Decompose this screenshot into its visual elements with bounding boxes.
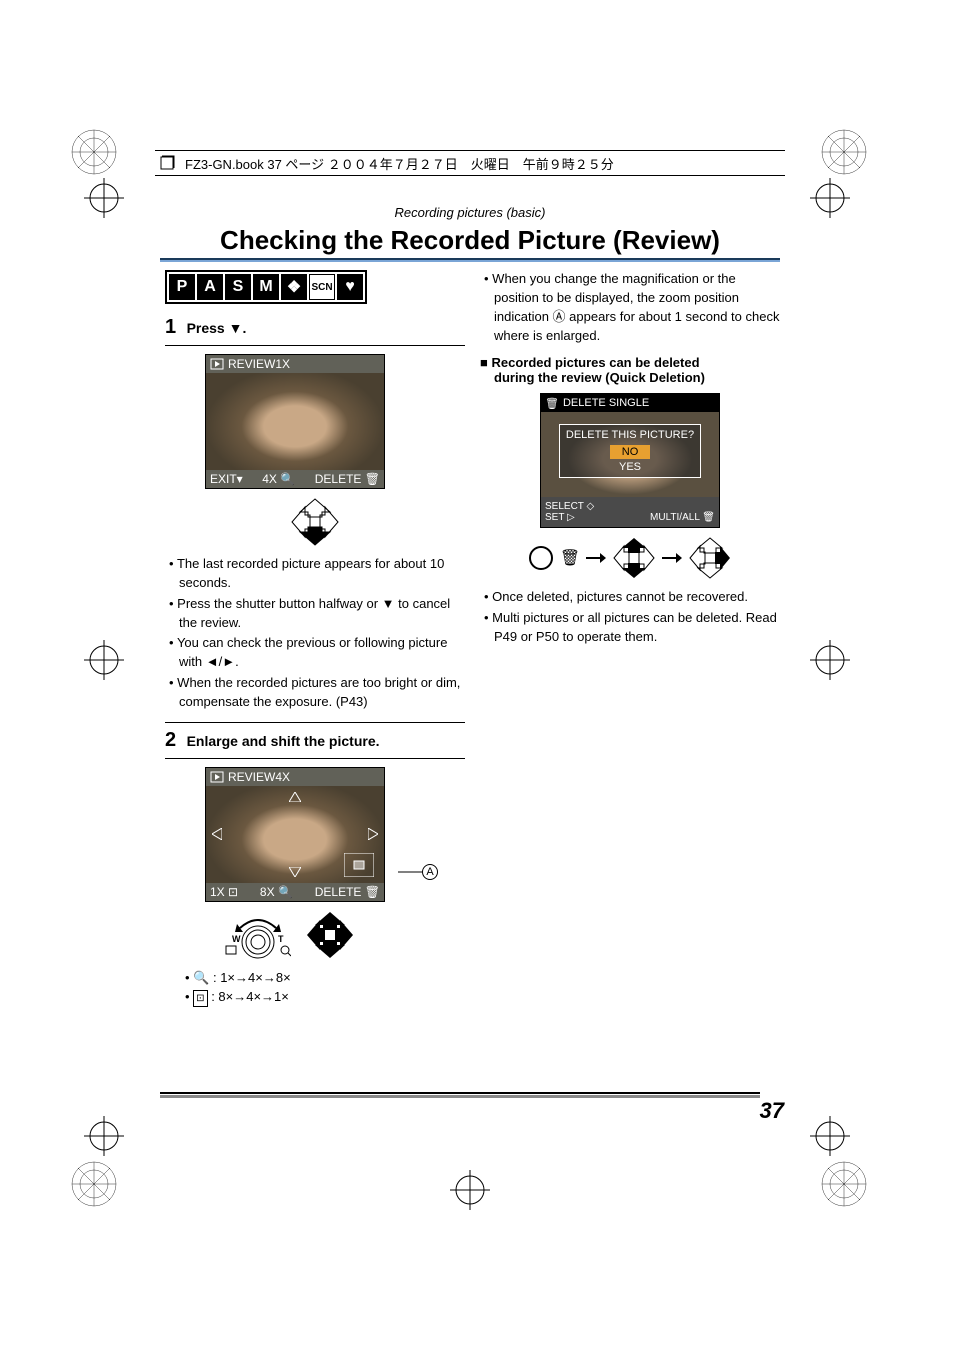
delete-dialog: DELETE THIS PICTURE? NO YES (559, 424, 701, 478)
select-label: SELECT (545, 501, 584, 512)
multi-label: MULTI/ALL (650, 512, 699, 523)
mode-p-icon: P (169, 274, 195, 300)
book-icon (159, 154, 177, 172)
no-option: NO (610, 445, 651, 459)
cropmark-icon (84, 178, 124, 218)
exit-label: EXIT (210, 472, 237, 486)
cropmark-icon (810, 178, 850, 218)
cropmark-icon (450, 1170, 490, 1210)
right-after-bullets: Once deleted, pictures cannot be recover… (480, 588, 780, 647)
step-2-heading: 2 Enlarge and shift the picture. (165, 729, 465, 752)
step-2-number: 2 (165, 729, 176, 751)
arrow-right-icon (662, 551, 682, 565)
review-label: REVIEW4X (228, 770, 290, 784)
section-label: Recording pictures (basic) (160, 205, 780, 220)
label-a-callout: A (398, 864, 438, 880)
cropmark-icon (810, 640, 850, 680)
mode-scn-icon: SCN (309, 274, 335, 300)
delete-single-label: DELETE SINGLE (563, 397, 649, 409)
delete-label: DELETE (315, 885, 362, 899)
delete-question: DELETE THIS PICTURE? (560, 429, 700, 441)
bullet-item: Multi pictures or all pictures can be de… (484, 609, 780, 647)
right-intro-bullets: When you change the magnification or the… (480, 270, 780, 345)
nav-left-icon (212, 828, 222, 840)
photo-placeholder (206, 373, 384, 470)
bullet-item: You can check the previous or following … (169, 634, 465, 672)
page-number: 37 (760, 1098, 784, 1124)
ornament-tl (70, 128, 118, 176)
dpad-updown-icon (612, 536, 656, 580)
arrow-right-icon (586, 551, 606, 565)
divider (165, 345, 465, 346)
dpad-all-icon (305, 910, 355, 960)
zoom-in-seq: : 1×→4×→8× (213, 970, 291, 985)
set-label: SET (545, 512, 564, 523)
step-1-number: 1 (165, 316, 176, 338)
header-text: FZ3-GN.book 37 ページ ２００４年７月２７日 火曜日 午前９時２５… (185, 154, 614, 173)
trash-icon: 🗑 (560, 548, 580, 568)
divider (165, 758, 465, 759)
bullet-item: The last recorded picture appears for ab… (169, 555, 465, 593)
delete-label: DELETE (315, 472, 362, 486)
w-label: W (232, 934, 241, 944)
title-underline (160, 258, 780, 262)
ornament-tr (820, 128, 868, 176)
mode-heart-icon: ♥ (337, 274, 363, 300)
quick-deletion-heading: Recorded pictures can be deleted during … (480, 355, 780, 385)
mode-a-icon: A (197, 274, 223, 300)
cropmark-icon (84, 1116, 124, 1156)
ornament-bl (70, 1160, 118, 1208)
button-circle-icon (528, 545, 554, 571)
page-title: Checking the Recorded Picture (Review) (160, 225, 780, 256)
cropmark-icon (810, 1116, 850, 1156)
delete-lcd: 🗑 DELETE SINGLE DELETE THIS PICTURE? NO … (540, 393, 720, 528)
zoom-8x-label: 8X (260, 885, 275, 899)
zoom-label: 4X (262, 472, 277, 486)
review-label: REVIEW1X (228, 357, 290, 371)
zoom-dial-icon: W T (225, 910, 291, 960)
divider (165, 722, 465, 723)
dpad-down-icon (290, 497, 340, 547)
t-label: T (278, 934, 284, 944)
play-icon (210, 358, 224, 370)
zoom-out-seq: : 8×→4×→1× (211, 989, 289, 1004)
delete-action-sequence: 🗑 (480, 536, 780, 580)
step-1-heading: 1 Press ▼. (165, 316, 465, 339)
footer-underline (160, 1092, 760, 1098)
dpad-right-icon (688, 536, 732, 580)
bullet-item: Press the shutter button halfway or ▼ to… (169, 595, 465, 633)
trash-icon: 🗑 (545, 397, 559, 410)
step-1-bullets: The last recorded picture appears for ab… (165, 555, 465, 712)
bullet-item: When you change the magnification or the… (484, 270, 780, 345)
bullet-item: Once deleted, pictures cannot be recover… (484, 588, 780, 607)
zoom-notes: • 🔍 : 1×→4×→8× • ⊡ : 8×→4×→1× (185, 968, 465, 1008)
mode-m-icon: M (253, 274, 279, 300)
header-book-info: FZ3-GN.book 37 ページ ２００４年７月２７日 火曜日 午前９時２５… (155, 150, 785, 176)
zoom-indicator-icon (344, 853, 374, 877)
ornament-br (820, 1160, 868, 1208)
zoom-dial-row: W T (225, 910, 465, 960)
yes-option: YES (560, 461, 700, 473)
play-icon (210, 771, 224, 783)
bullet-item: When the recorded pictures are too brigh… (169, 674, 465, 712)
mode-macro-icon: ❖ (281, 274, 307, 300)
nav-up-icon (289, 792, 301, 802)
review-lcd-2: REVIEW4X 1X ⊡ 8X 🔍 DELETE 🗑 (205, 767, 385, 902)
step-2-instruction: Enlarge and shift the picture. (187, 733, 380, 749)
cropmark-icon (84, 640, 124, 680)
nav-right-icon (368, 828, 378, 840)
zoom-1x-label: 1X (210, 885, 225, 899)
nav-down-icon (289, 867, 301, 877)
review-lcd-1: REVIEW1X EXIT▾ 4X 🔍 DELETE 🗑 (205, 354, 385, 489)
step-1-instruction: Press ▼. (187, 320, 247, 336)
mode-icon-strip: P A S M ❖ SCN ♥ (165, 270, 367, 304)
mode-s-icon: S (225, 274, 251, 300)
